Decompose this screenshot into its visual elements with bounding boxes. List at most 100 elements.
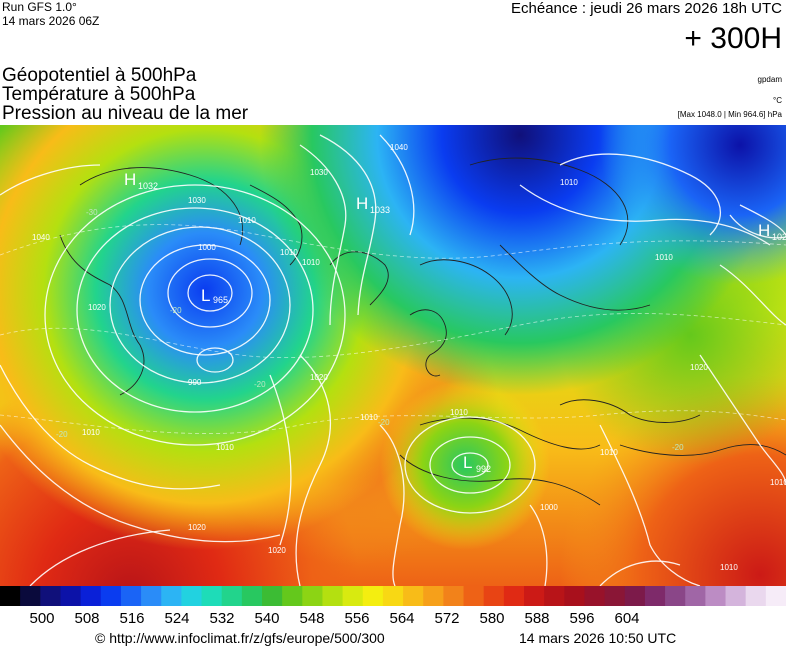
colorbar-swatch xyxy=(161,586,182,606)
isobar-label: 1030 xyxy=(310,168,328,177)
geopotential-contours xyxy=(0,224,786,434)
high-value: 1024 xyxy=(772,232,786,242)
low-center-2: L 992 xyxy=(463,453,491,474)
run-label: Run GFS 1.0° xyxy=(2,0,77,14)
colorbar-swatch xyxy=(483,586,505,606)
high-value: 1032 xyxy=(138,181,158,191)
colorbar-swatch xyxy=(503,586,525,606)
high-letter: H xyxy=(758,221,770,240)
isobar-label: 1010 xyxy=(450,408,468,417)
high-center-2: H 1033 xyxy=(356,194,390,215)
colorbar-tick-label: 580 xyxy=(479,610,505,627)
isobar-label: 1020 xyxy=(88,303,106,312)
low-value: 965 xyxy=(213,295,228,305)
colorbar-tick-label: 572 xyxy=(434,610,460,627)
colorbar-swatch xyxy=(181,586,203,606)
colorbar-swatch xyxy=(120,586,142,606)
isobar-label: 1010 xyxy=(238,216,256,225)
high-letter: H xyxy=(356,194,368,213)
isobar-label: 1030 xyxy=(188,196,206,205)
colorbar-swatch xyxy=(584,586,606,606)
colorbar-swatch xyxy=(40,586,61,606)
temperature-label: -20 xyxy=(254,380,266,389)
colorbar-swatch xyxy=(282,586,303,606)
isobar-label: 1020 xyxy=(188,523,206,532)
colorbar-swatch xyxy=(725,586,747,606)
isobar-label: 1010 xyxy=(280,248,298,257)
isobar-label: 1010 xyxy=(302,258,320,267)
temperature-labels: -30 -20 -20 -20 -20 -20 xyxy=(56,208,684,452)
valid-time-label: Echéance : jeudi 26 mars 2026 18h UTC xyxy=(511,0,782,17)
colorbar-swatch xyxy=(544,586,565,606)
isobar-label: 1040 xyxy=(32,233,50,242)
isobar-labels: 1040 1030 1010 1030 1040 1000 1010 1010 … xyxy=(32,143,786,572)
colorbar-tick-label: 540 xyxy=(254,610,280,627)
colorbar-swatch xyxy=(745,586,767,606)
title-pressure: Pression au niveau de la mer xyxy=(2,103,249,124)
map-labels: H 1032 H 1033 H 1024 L 965 L 992 1040 10… xyxy=(32,143,786,572)
isobar-label: 1020 xyxy=(268,546,286,555)
high-letter: H xyxy=(124,170,136,189)
colorbar-swatch xyxy=(604,586,626,606)
colorbar-swatch xyxy=(624,586,646,606)
low-letter: L xyxy=(463,453,472,472)
colorbar-swatch xyxy=(262,586,283,606)
colorbar-tick-label: 556 xyxy=(344,610,370,627)
temperature-label: -20 xyxy=(672,443,684,452)
isobars xyxy=(0,134,786,586)
pressure-max-min: [Max 1048.0 | Min 964.6] hPa xyxy=(677,110,782,119)
weather-map: H 1032 H 1033 H 1024 L 965 L 992 1040 10… xyxy=(0,125,786,586)
unit-celsius: °C xyxy=(773,96,782,105)
title-temperature: Température à 500hPa xyxy=(2,84,196,105)
colorbar-swatch xyxy=(685,586,706,606)
low-letter: L xyxy=(201,286,210,305)
colorbar-swatch xyxy=(201,586,223,606)
isobar-label: 1000 xyxy=(198,243,216,252)
colorbar-swatch xyxy=(342,586,364,606)
colorbar-tick-label: 524 xyxy=(164,610,190,627)
temperature-label: -20 xyxy=(378,418,390,427)
colorbar-swatch xyxy=(302,586,323,606)
isobar-label: 1020 xyxy=(310,373,328,382)
colorbar-ticks: 500 508 516 524 532 540 548 556 564 572 580 588 596 6… xyxy=(0,610,786,628)
high-value: 1033 xyxy=(370,205,390,215)
temperature-label: -20 xyxy=(170,306,182,315)
isobar-label: 1010 xyxy=(770,478,786,487)
colorbar-tick-label: 564 xyxy=(389,610,415,627)
isobar-label: 1010 xyxy=(360,413,378,422)
coastlines xyxy=(59,157,786,506)
colorbar-tick-label: 516 xyxy=(119,610,145,627)
colorbar-swatch xyxy=(765,586,786,606)
colorbar-swatch xyxy=(0,586,21,606)
colorbar-tick-label: 500 xyxy=(29,610,55,627)
isobar-label: 1010 xyxy=(655,253,673,262)
unit-gpdam: gpdam xyxy=(757,75,782,84)
colorbar-swatch xyxy=(463,586,485,606)
colorbar-swatch xyxy=(524,586,545,606)
colorbar-swatch xyxy=(100,586,122,606)
colorbar xyxy=(0,586,786,606)
high-center-3: H 1024 xyxy=(758,221,786,242)
colorbar-tick-label: 588 xyxy=(524,610,550,627)
colorbar-swatch xyxy=(322,586,344,606)
source-credit: © http://www.infoclimat.fr/z/gfs/europe/… xyxy=(95,630,385,646)
colorbar-swatch xyxy=(20,586,41,606)
isobar-label: 1000 xyxy=(540,503,558,512)
colorbar-tick-label: 548 xyxy=(299,610,325,627)
colorbar-swatch xyxy=(644,586,666,606)
colorbar-swatch xyxy=(382,586,404,606)
isobar-label: 1010 xyxy=(82,428,100,437)
temperature-field xyxy=(0,125,786,586)
colorbar-swatch xyxy=(141,586,162,606)
colorbar-tick-label: 596 xyxy=(569,610,595,627)
colorbar-swatch xyxy=(60,586,82,606)
colorbar-swatch xyxy=(362,586,384,606)
colorbar-swatch xyxy=(665,586,686,606)
isobar-label: 1010 xyxy=(216,443,234,452)
title-geopotential: Géopotentiel à 500hPa xyxy=(2,65,197,86)
colorbar-swatch xyxy=(241,586,263,606)
isobar-label: 1020 xyxy=(690,363,708,372)
isobar-label: 1010 xyxy=(720,563,738,572)
isobar-label: 1010 xyxy=(560,178,578,187)
low-center-1: L 965 xyxy=(201,286,228,305)
